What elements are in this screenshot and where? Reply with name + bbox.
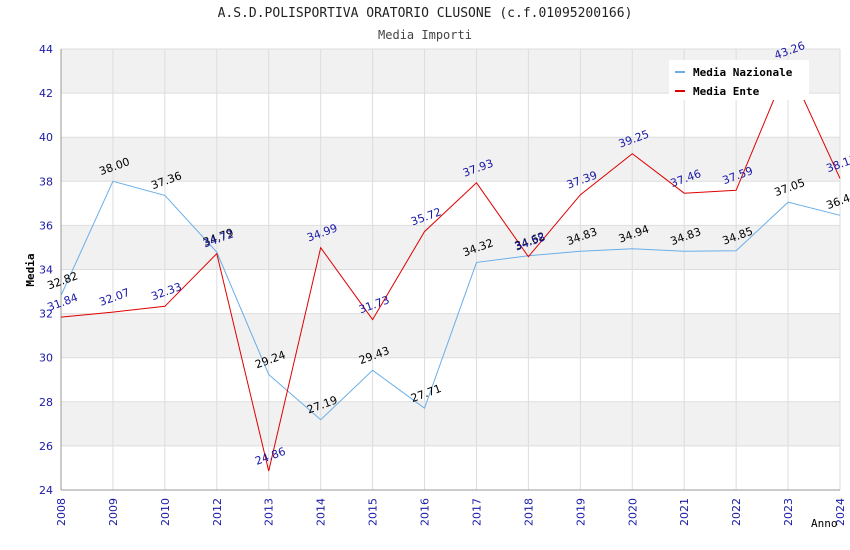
plot-band <box>61 225 840 270</box>
legend-swatch-ente <box>675 90 685 92</box>
legend: Media Nazionale Media Ente <box>669 60 809 100</box>
data-label-nazionale: 36.46 <box>825 189 850 212</box>
y-tick-label: 30 <box>39 352 53 365</box>
y-tick-label: 26 <box>39 440 53 453</box>
x-tick-label: 2023 <box>782 498 795 526</box>
plot-band <box>61 401 840 446</box>
plot-band <box>61 137 840 182</box>
x-tick-labels: 2008 2009 2010 2012 2013 2014 2015 2016 2017 2018… <box>55 498 847 526</box>
legend-label-ente: Media Ente <box>693 84 760 98</box>
x-tick-label: 2015 <box>367 498 380 526</box>
y-tick-label: 40 <box>39 131 53 144</box>
y-tick-labels: 24 26 28 30 32 34 36 38 40 42 44 <box>39 43 53 497</box>
x-tick-label: 2014 <box>315 498 328 526</box>
axes <box>60 49 840 491</box>
data-label-ente: 32.07 <box>98 286 132 309</box>
y-tick-label: 34 <box>39 264 53 277</box>
x-tick-label: 2018 <box>522 498 535 526</box>
x-tick-label: 2019 <box>574 498 587 526</box>
y-tick-label: 38 <box>39 175 53 188</box>
legend-swatch-nazionale <box>675 71 685 73</box>
legend-item-nazionale: Media Nazionale <box>675 65 792 79</box>
y-tick-label: 44 <box>39 43 53 56</box>
x-tick-label: 2009 <box>107 498 120 526</box>
x-tick-label: 2020 <box>626 498 639 526</box>
x-tick-label: 2021 <box>678 498 691 526</box>
x-tick-label: 2010 <box>159 498 172 526</box>
x-tick-label: 2017 <box>470 498 483 526</box>
x-tick-label: 2016 <box>419 498 432 526</box>
x-tick-label: 2012 <box>211 498 224 526</box>
y-axis-label: Media <box>24 253 37 286</box>
x-tick-label: 2022 <box>730 498 743 526</box>
x-tick-label: 2008 <box>55 498 68 526</box>
chart-subtitle: Media Importi <box>378 28 472 42</box>
data-label-ente: 31.84 <box>46 291 80 314</box>
y-tick-label: 36 <box>39 219 53 232</box>
plot-bands <box>61 49 840 446</box>
series-lines <box>60 64 841 472</box>
data-label-ente: 32.33 <box>149 280 183 303</box>
gridlines <box>60 48 841 491</box>
x-tick-label: 2013 <box>263 498 276 526</box>
y-tick-label: 28 <box>39 396 53 409</box>
y-tick-label: 32 <box>39 308 53 321</box>
chart-title: A.S.D.POLISPORTIVA ORATORIO CLUSONE (c.f… <box>217 6 633 21</box>
x-axis-label: Anno <box>811 517 838 530</box>
y-tick-label: 24 <box>39 484 53 497</box>
series-line-nazionale <box>60 180 841 421</box>
series-line-ente <box>60 64 841 472</box>
legend-item-ente: Media Ente <box>675 84 759 98</box>
legend-label-nazionale: Media Nazionale <box>693 65 793 79</box>
x-tick-label: 2024 <box>834 498 847 526</box>
data-label-ente: 31.73 <box>357 293 391 316</box>
y-tick-label: 42 <box>39 87 53 100</box>
